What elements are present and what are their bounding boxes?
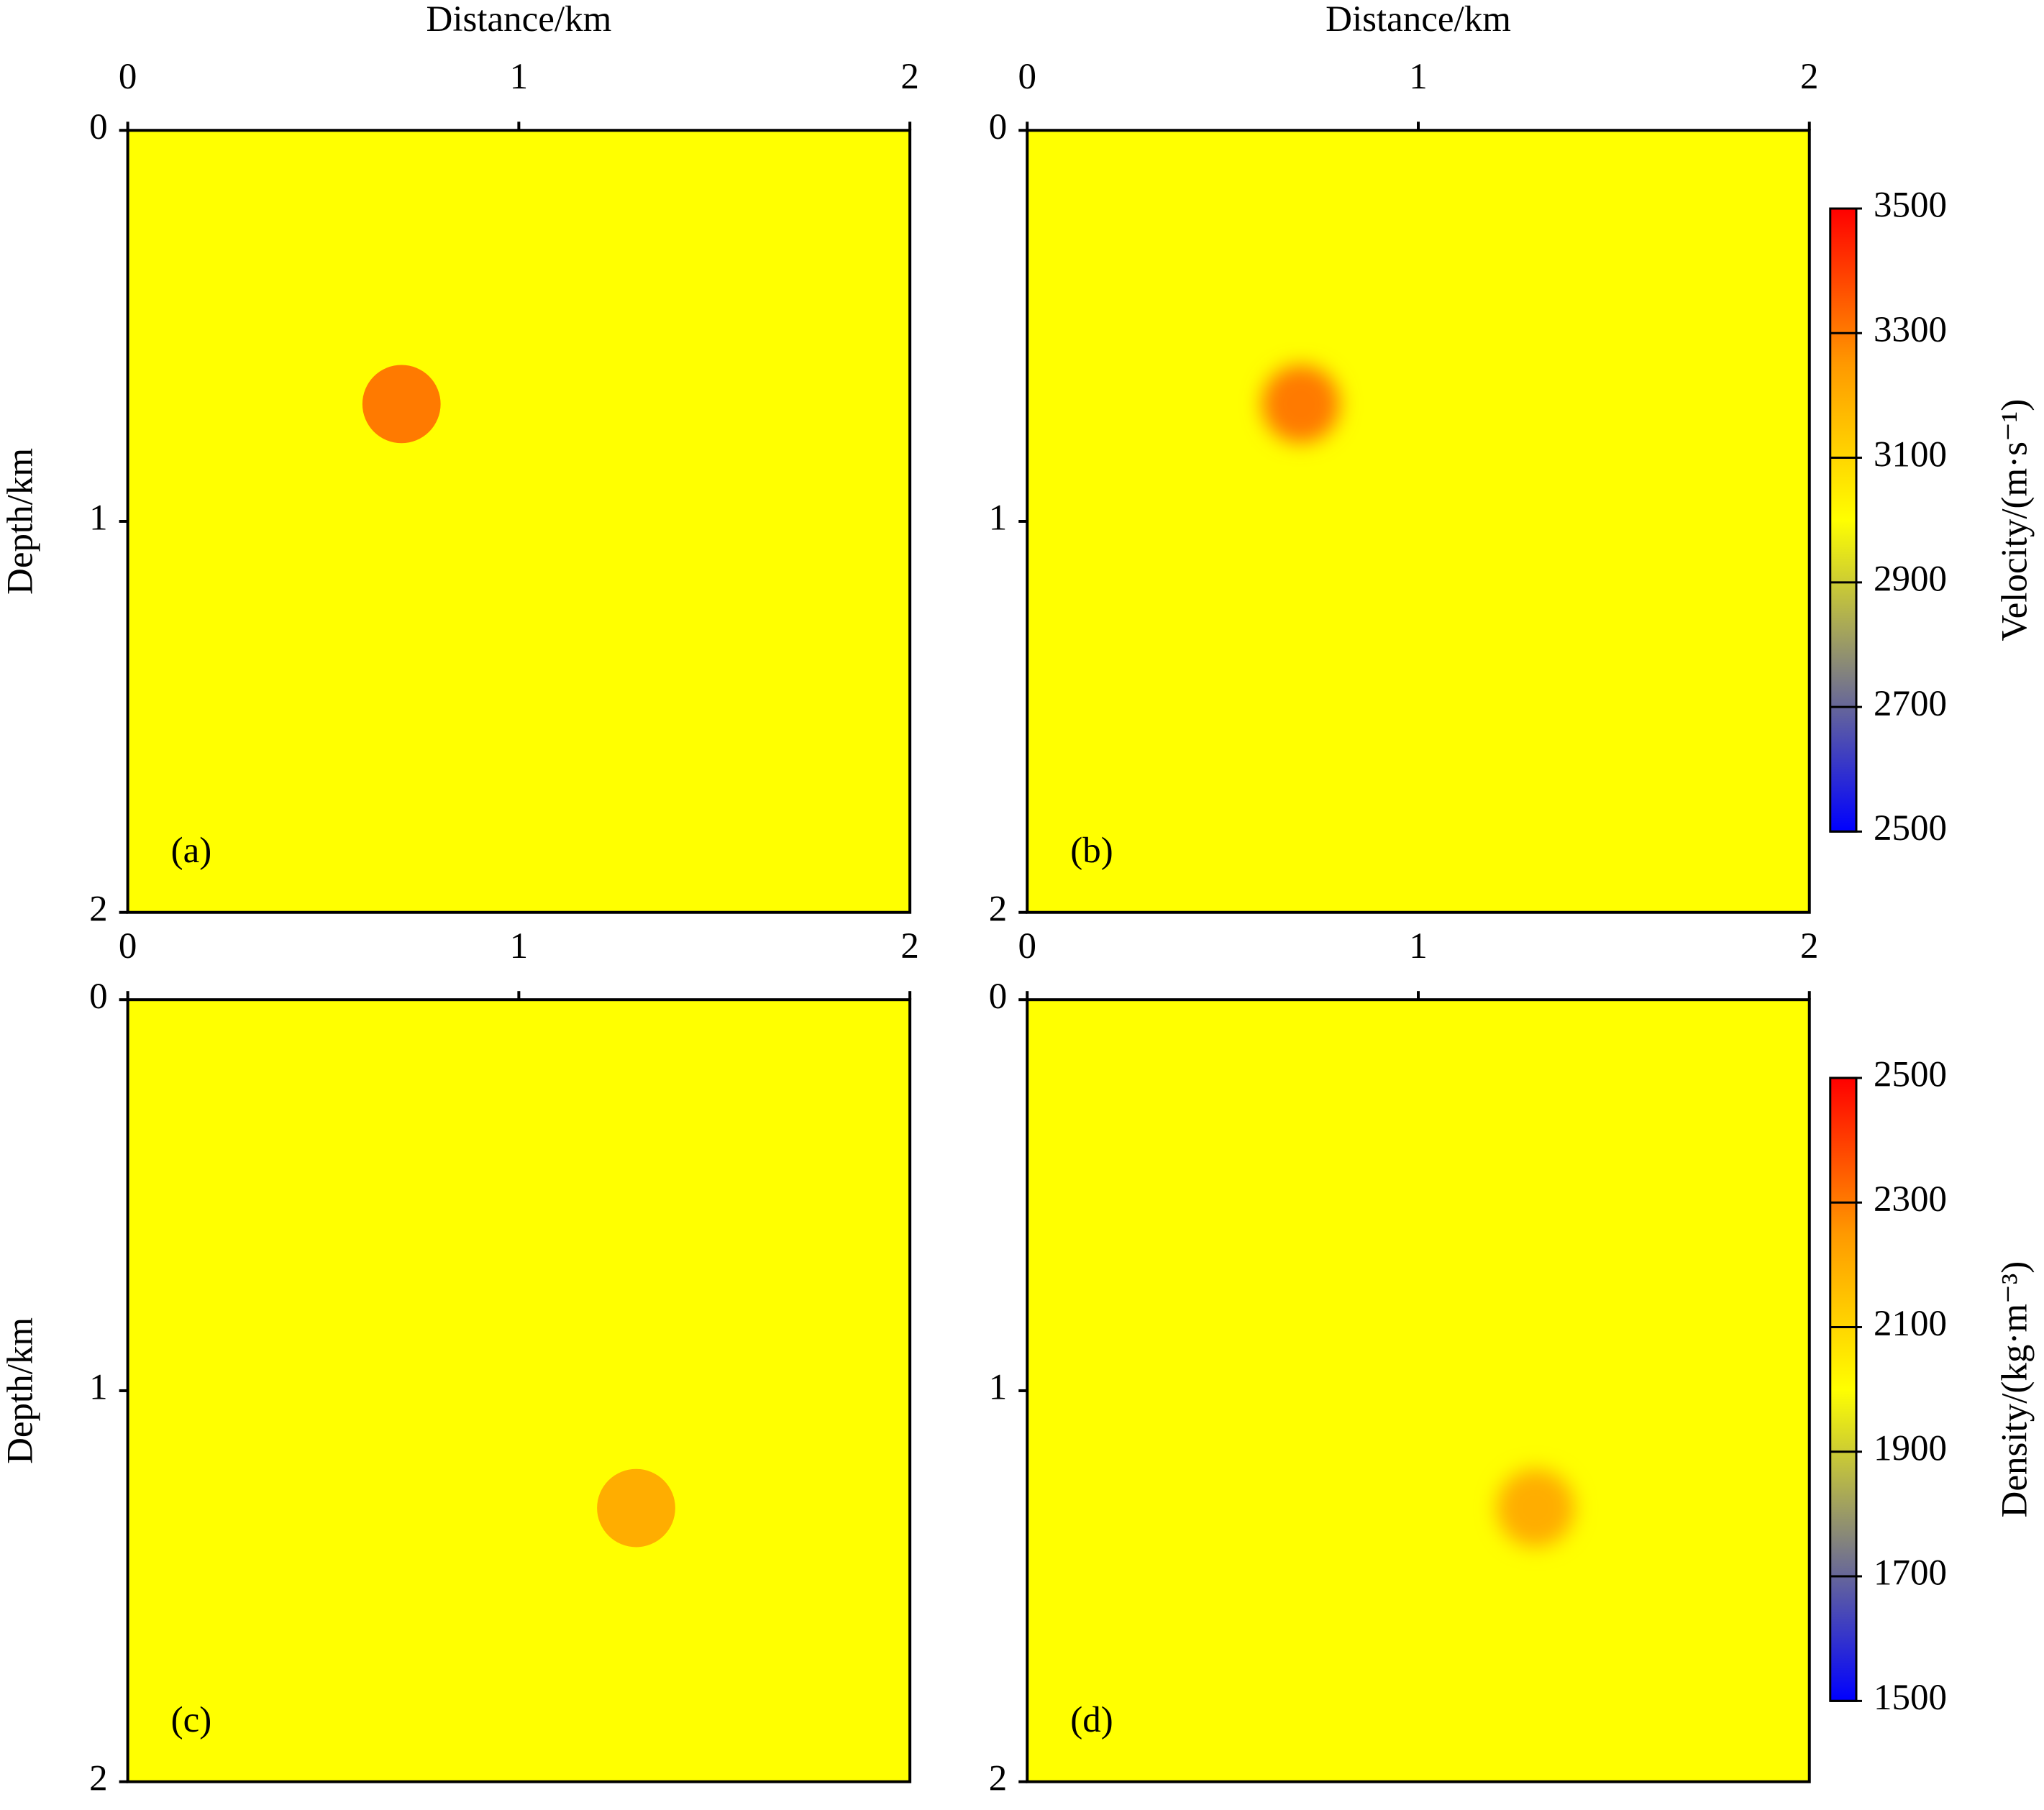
colorbar-label: Density/(kg·m⁻³) — [1994, 1261, 2035, 1518]
background — [127, 1000, 911, 1782]
colorbar-tick-label: 1900 — [1874, 1428, 1947, 1468]
y-axis-label: Depth/km — [0, 1317, 40, 1464]
y-axis-label: Depth/km — [0, 448, 40, 595]
y-tick-label: 0 — [89, 107, 108, 147]
x-tick-label: 0 — [1018, 57, 1037, 97]
x-axis-label: Distance/km — [426, 0, 611, 40]
y-tick-label: 0 — [989, 107, 1008, 147]
x-tick-label: 2 — [900, 926, 919, 966]
colorbar — [1829, 1077, 1858, 1702]
colorbar-tick-label: 2300 — [1874, 1179, 1947, 1220]
colorbar — [1829, 207, 1858, 833]
y-tick-label: 0 — [89, 977, 108, 1017]
anomalies — [597, 1468, 675, 1548]
anomalies — [362, 365, 441, 444]
background — [1027, 1000, 1810, 1782]
x-tick-label: 1 — [510, 926, 529, 966]
panel-label: (b) — [1070, 831, 1113, 871]
x-tick-label: 2 — [1800, 926, 1819, 966]
y-tick-label: 1 — [989, 1368, 1008, 1408]
colorbar-tick-label: 3500 — [1874, 186, 1947, 226]
x-tick-label: 2 — [1800, 57, 1819, 97]
background — [1027, 130, 1810, 913]
colorbar-tick-label: 1700 — [1874, 1553, 1947, 1594]
x-tick-label: 0 — [1018, 926, 1037, 966]
y-tick-label: 2 — [89, 1758, 108, 1798]
colorbar-tick-label: 2900 — [1874, 559, 1947, 600]
x-tick-label: 1 — [510, 57, 529, 97]
x-axis-label: Distance/km — [1326, 0, 1511, 40]
anomalies — [1261, 365, 1341, 444]
y-tick-label: 2 — [989, 1758, 1008, 1798]
colorbar-tick-label: 3100 — [1874, 434, 1947, 475]
x-tick-label: 1 — [1409, 926, 1428, 966]
x-tick-label: 2 — [900, 57, 919, 97]
colorbar-tick-label: 3300 — [1874, 310, 1947, 350]
x-tick-label: 0 — [119, 57, 137, 97]
x-tick-label: 1 — [1409, 57, 1428, 97]
y-tick-label: 1 — [89, 1368, 108, 1408]
anomaly — [1261, 365, 1341, 444]
y-tick-label: 2 — [89, 889, 108, 929]
y-tick-label: 2 — [989, 889, 1008, 929]
panel-label: (c) — [171, 1700, 212, 1740]
panel-label: (d) — [1070, 1700, 1113, 1740]
y-tick-label: 1 — [989, 498, 1008, 539]
colorbar-label: Velocity/(m·s⁻¹) — [1994, 399, 2035, 641]
colorbar-tick-label: 1500 — [1874, 1678, 1947, 1718]
panel-label: (a) — [171, 831, 212, 871]
colorbar-tick-label: 2700 — [1874, 684, 1947, 724]
colorbar-tick-label: 2100 — [1874, 1304, 1947, 1344]
anomalies — [1496, 1468, 1575, 1548]
y-tick-label: 1 — [89, 498, 108, 539]
background — [127, 130, 911, 913]
y-tick-label: 0 — [989, 977, 1008, 1017]
colorbar-tick-label: 2500 — [1874, 1055, 1947, 1095]
colorbar-tick-label: 2500 — [1874, 808, 1947, 849]
anomaly — [597, 1468, 675, 1548]
anomaly — [1496, 1468, 1575, 1548]
anomaly — [362, 365, 441, 444]
x-tick-label: 0 — [119, 926, 137, 966]
